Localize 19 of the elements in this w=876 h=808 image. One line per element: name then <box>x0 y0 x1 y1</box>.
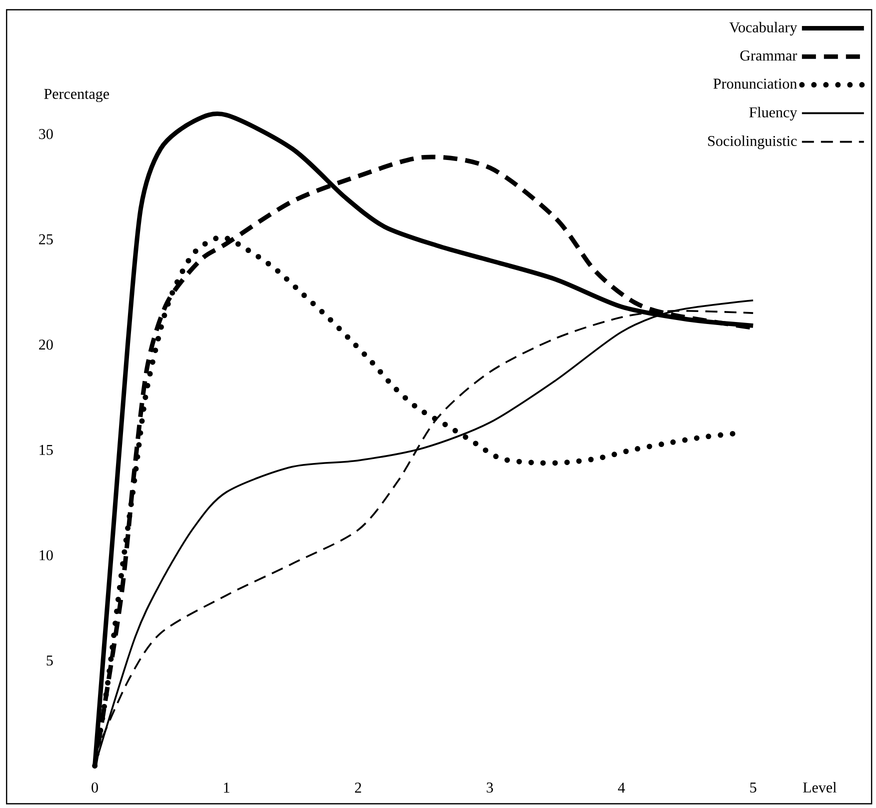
x-axis-title: Level <box>803 782 836 793</box>
legend-label: Sociolinguistic <box>708 136 797 150</box>
x-tick-label: 4 <box>618 782 625 793</box>
x-tick-label: 1 <box>224 782 230 793</box>
x-tick-label: 0 <box>92 782 98 793</box>
y-tick-label: 5 <box>46 656 53 666</box>
y-tick-label: 10 <box>40 550 53 560</box>
legend-label: Pronunciation <box>713 78 797 89</box>
legend-label: Vocabulary <box>729 22 798 36</box>
y-tick-label: 15 <box>40 444 53 455</box>
x-tick-label: 5 <box>750 782 756 793</box>
legend-label: Fluency <box>749 106 798 121</box>
y-tick-label: 30 <box>39 128 53 140</box>
y-axis-title: Percentage <box>44 88 110 102</box>
x-tick-label: 3 <box>486 782 493 793</box>
legend-label: Grammar <box>740 50 798 61</box>
y-tick-label: 25 <box>39 234 53 244</box>
x-tick-label: 2 <box>355 782 362 793</box>
y-tick-label: 20 <box>39 340 53 350</box>
